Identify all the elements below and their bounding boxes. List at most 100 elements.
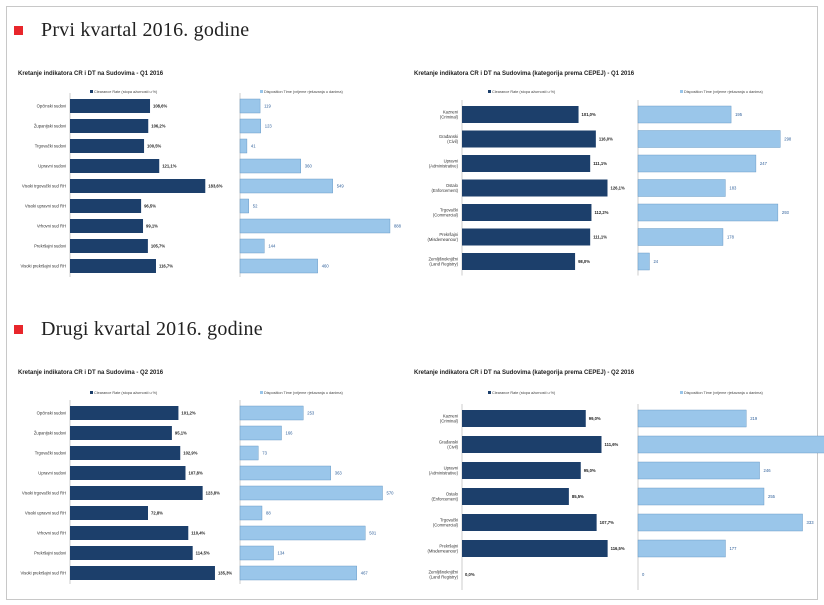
category-label: Trgovački sudovi	[35, 144, 66, 149]
category-label: Ostalo	[446, 492, 459, 497]
cr-bar	[70, 139, 145, 153]
cr-value-label: 110,4%	[191, 531, 205, 536]
bar-chart: Clearance Rate (stopa ažurnosti u %) Disp…	[20, 391, 394, 584]
dt-bar	[239, 565, 357, 581]
cr-bar	[462, 130, 596, 148]
category-label: Ostalo	[446, 183, 459, 188]
category-label: Upravni sudovi	[38, 164, 66, 169]
cr-bar	[70, 566, 215, 580]
cr-bar	[70, 466, 186, 480]
dt-value-label: 166	[286, 431, 294, 436]
dt-bar	[239, 445, 259, 461]
bar-chart: Clearance Rate (stopa ažurnosti u %) Disp…	[428, 90, 792, 276]
cr-bar	[462, 204, 592, 221]
category-label: (Land Registry)	[429, 262, 458, 267]
dt-bar	[637, 179, 726, 197]
cr-bar	[70, 199, 142, 213]
cr-value-label: 99,0%	[589, 416, 601, 421]
legend-label: Clearance Rate (stopa ažurnosti u %)	[492, 90, 556, 94]
category-label: (Administrative)	[429, 164, 459, 169]
chart-title: Kretanje indikatora CR i DT na Sudovima …	[414, 71, 635, 77]
cr-value-label: 106,2%	[151, 124, 165, 129]
legend-label: Disposition Time (vrijeme rješavanja u d…	[264, 391, 343, 395]
dt-value-label: 0	[642, 572, 645, 577]
cr-value-label: 102,9%	[183, 451, 197, 456]
category-label: Visoki upravni sud RH	[25, 511, 66, 516]
bar-chart: Clearance Rate (stopa ažurnosti u %) Disp…	[20, 90, 402, 277]
dt-bar	[239, 118, 261, 134]
legend-swatch	[680, 391, 683, 394]
dt-value-label: 73	[262, 451, 267, 456]
cr-value-label: 105,7%	[151, 244, 165, 249]
cr-value-label: 116,7%	[159, 264, 173, 269]
cr-value-label: 121,1%	[162, 164, 176, 169]
cr-bar	[462, 514, 597, 531]
dt-value-label: 293	[782, 210, 790, 215]
dt-value-label: 177	[729, 546, 737, 551]
cr-value-label: 101,2%	[181, 411, 195, 416]
dt-bar	[239, 525, 366, 541]
cr-bar	[462, 540, 608, 557]
dt-value-label: 363	[335, 471, 343, 476]
red-square-icon	[14, 325, 23, 334]
cr-bar	[70, 546, 193, 560]
dt-value-label: 183	[729, 186, 737, 191]
dt-bar	[637, 539, 726, 558]
dt-bar	[637, 252, 650, 271]
dt-bar	[239, 178, 333, 194]
dt-value-label: 178	[727, 235, 735, 240]
cr-value-label: 101,0%	[582, 112, 596, 117]
cr-bar	[462, 462, 581, 479]
cr-bar	[70, 99, 151, 113]
dt-bar	[239, 545, 274, 561]
dt-value-label: 888	[394, 224, 402, 229]
dt-value-label: 219	[750, 416, 758, 421]
cr-value-label: 111,1%	[593, 161, 607, 166]
category-label: (Misdemeanour)	[428, 237, 459, 242]
category-label: (Commercial)	[433, 213, 459, 218]
cr-bar	[462, 106, 579, 123]
dt-value-label: 52	[253, 204, 258, 209]
category-label: Visoki prekršajni sud RH	[20, 571, 66, 576]
legend-label: Disposition Time (vrijeme rješavanja u d…	[684, 90, 763, 94]
dt-bar	[637, 130, 781, 148]
cr-value-label: 85,5%	[572, 494, 584, 499]
dt-bar	[637, 487, 765, 506]
category-label: Građanski	[439, 134, 458, 139]
dt-value-label: 247	[760, 161, 768, 166]
dt-bar	[239, 405, 304, 421]
cr-bar	[462, 228, 591, 246]
cr-value-label: 116,5%	[611, 546, 625, 551]
dt-value-label: 123	[265, 124, 273, 129]
cr-bar	[462, 179, 608, 197]
dt-value-label: 246	[764, 468, 772, 473]
dt-bar	[239, 198, 249, 214]
cr-bar	[462, 410, 586, 427]
category-label: Trgovački	[440, 208, 458, 213]
cr-value-label: 95,1%	[175, 431, 187, 436]
cr-value-label: 107,8%	[189, 471, 203, 476]
cr-value-label: 111,1%	[593, 235, 607, 240]
category-label: Visoki upravni sud RH	[25, 204, 66, 209]
cr-bar	[462, 436, 602, 453]
cr-bar	[70, 506, 148, 520]
category-label: Vrhovni sud RH	[37, 531, 66, 536]
cr-bar	[70, 239, 148, 253]
legend-swatch	[488, 391, 491, 394]
dt-bar	[239, 258, 318, 274]
category-label: Trgovački	[440, 518, 458, 523]
cr-value-label: 135,3%	[218, 571, 232, 576]
legend-label: Clearance Rate (stopa ažurnosti u %)	[94, 391, 158, 395]
cr-value-label: 111,6%	[605, 442, 619, 447]
category-label: Prekršajni	[439, 232, 458, 237]
dt-bar	[239, 505, 263, 521]
cr-bar	[70, 159, 160, 173]
legend-label: Clearance Rate (stopa ažurnosti u %)	[492, 391, 556, 395]
dt-value-label: 253	[307, 411, 315, 416]
cr-value-label: 114,5%	[196, 551, 210, 556]
dt-value-label: 144	[268, 244, 276, 249]
cr-value-label: 0,0%	[465, 572, 475, 577]
dt-bar	[239, 465, 331, 481]
cr-value-label: 95,0%	[584, 468, 596, 473]
dt-value-label: 549	[337, 184, 345, 189]
